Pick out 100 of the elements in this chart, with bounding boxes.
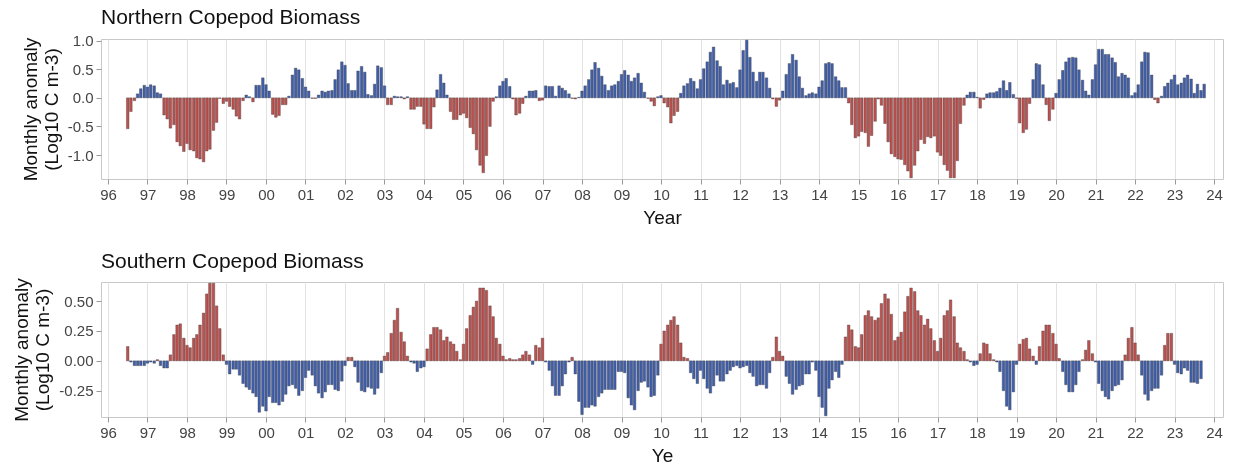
bar <box>629 360 633 406</box>
bar <box>234 97 238 117</box>
bar <box>620 74 624 99</box>
bar <box>340 61 344 99</box>
x-tick-label: 04 <box>416 185 433 203</box>
bar <box>774 336 778 362</box>
bar <box>1146 52 1150 99</box>
bar <box>669 320 673 362</box>
x-tick-label: 13 <box>771 423 789 441</box>
x-tick-label: 13 <box>771 185 789 203</box>
bar <box>866 310 870 362</box>
bar <box>336 360 340 391</box>
bar <box>254 85 258 99</box>
bar <box>810 92 814 99</box>
bar <box>1037 64 1041 99</box>
x-tick-label: 21 <box>1087 423 1105 441</box>
bar <box>936 97 940 153</box>
x-tick-label: 99 <box>218 423 236 441</box>
bar <box>1173 74 1177 99</box>
bar <box>824 360 828 417</box>
x-tick-label: 02 <box>337 185 354 203</box>
bar <box>1067 360 1071 393</box>
x-tick-label: 12 <box>732 423 749 441</box>
y-tick-label: 0.5 <box>72 60 94 78</box>
x-axis-title: Ye <box>651 444 674 466</box>
bar <box>978 97 982 109</box>
bar <box>1064 61 1068 99</box>
bar <box>791 360 795 395</box>
bar <box>968 91 972 99</box>
x-tick-label: 23 <box>1166 185 1184 203</box>
x-tick-label: 05 <box>455 185 473 203</box>
x-tick-label: 15 <box>850 185 868 203</box>
bar <box>518 97 522 114</box>
bar <box>857 97 861 137</box>
y-tick-label: 0.0 <box>72 89 94 107</box>
bar <box>356 70 360 99</box>
x-tick-label: 23 <box>1166 423 1184 441</box>
bar <box>343 65 347 99</box>
x-tick-label: 09 <box>613 185 631 203</box>
bar <box>889 97 893 155</box>
bar <box>626 74 630 99</box>
bar <box>735 360 739 366</box>
bar <box>435 327 439 362</box>
x-tick-label: 20 <box>1048 185 1065 203</box>
x-tick-label: 18 <box>969 185 986 203</box>
x-tick-label: 17 <box>929 185 947 203</box>
bar <box>824 63 828 99</box>
x-tick-label: 19 <box>1008 185 1026 203</box>
x-tick-label: 11 <box>693 423 709 441</box>
bar <box>149 84 153 99</box>
bar <box>1067 57 1071 99</box>
bar <box>1186 74 1190 99</box>
bar <box>415 360 419 372</box>
bar <box>159 360 163 366</box>
bar <box>1156 360 1160 389</box>
x-tick-label: 00 <box>258 185 275 203</box>
x-tick-label: 14 <box>811 185 828 203</box>
bar <box>666 324 670 362</box>
x-axis-title: Year <box>643 206 683 228</box>
bar <box>379 67 383 99</box>
bar <box>731 82 735 99</box>
x-tick-label: 00 <box>258 423 275 441</box>
bar <box>610 360 614 390</box>
bar <box>847 324 851 362</box>
bar <box>373 360 377 395</box>
x-tick-label: 01 <box>297 423 315 441</box>
bar <box>1189 78 1193 99</box>
bar <box>1120 73 1124 99</box>
bar <box>182 97 186 152</box>
bar <box>317 94 321 99</box>
bar <box>873 320 877 362</box>
bar <box>712 46 716 99</box>
bar <box>764 360 768 389</box>
bar <box>504 78 508 99</box>
x-tick-label: 14 <box>811 423 828 441</box>
bar <box>761 71 765 99</box>
x-tick-label: 15 <box>850 423 868 441</box>
bar <box>800 360 804 385</box>
bar <box>1156 97 1160 104</box>
bar <box>652 97 656 107</box>
x-tick-label: 97 <box>139 185 157 203</box>
bar <box>1005 360 1009 407</box>
bar <box>738 360 742 369</box>
bar <box>142 360 146 366</box>
bar <box>926 318 930 362</box>
bar <box>587 360 591 408</box>
bar <box>425 97 429 129</box>
bar <box>307 90 311 99</box>
bar <box>346 357 350 362</box>
bar <box>695 360 699 384</box>
bar <box>419 360 423 369</box>
bar <box>1176 360 1180 373</box>
bar <box>422 97 426 125</box>
bar <box>518 358 522 362</box>
bar <box>192 337 196 362</box>
bar <box>721 360 725 382</box>
bar <box>1018 343 1022 362</box>
bar <box>221 97 225 104</box>
bar <box>909 287 913 362</box>
bar <box>320 90 324 99</box>
